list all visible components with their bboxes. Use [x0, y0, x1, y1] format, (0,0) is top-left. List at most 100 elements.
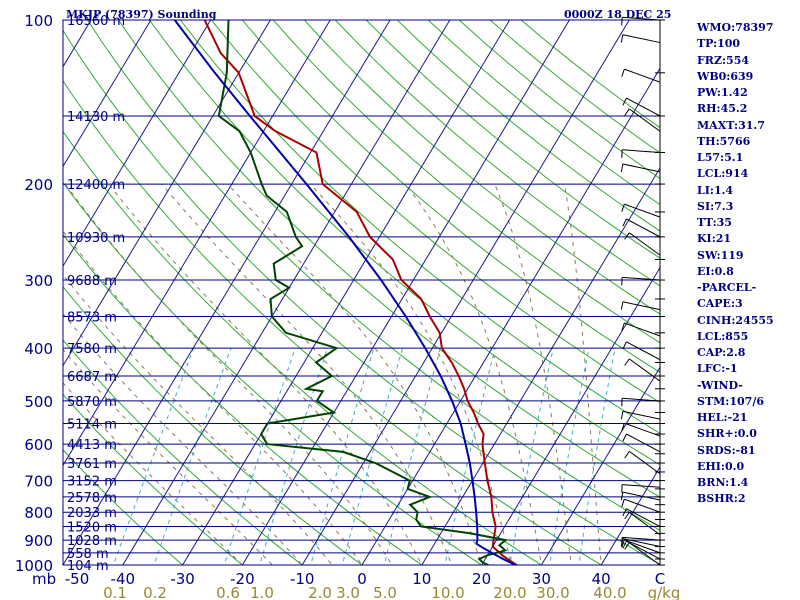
moist-adiabat: [63, 382, 244, 565]
temperature-tick-label: 40: [592, 570, 611, 588]
wind-barb-flag: [621, 322, 625, 331]
temperature-tick-label: -30: [170, 570, 195, 588]
wind-barb-flag: [621, 422, 625, 431]
stability-index-14: SW:119: [697, 248, 744, 262]
dry-adiabat: [63, 393, 244, 565]
stability-index-2: FRZ:554: [697, 53, 750, 67]
stability-index-5: RH:45.2: [697, 102, 748, 116]
dry-adiabat: [303, 20, 660, 315]
dry-adiabat: [180, 20, 660, 434]
isotherm: [0, 8, 39, 577]
isotherm: [122, 20, 451, 565]
wind-barb: [622, 397, 661, 402]
plot-area: [0, 8, 660, 577]
mixing-ratio-label: 0.1: [103, 584, 127, 600]
height-label: 104 m: [67, 559, 109, 574]
moist-adiabat: [227, 183, 483, 565]
mixing-ratio-label: 40.0: [593, 584, 626, 600]
wind-barb-flag: [622, 540, 627, 549]
wind-barb-flag: [620, 411, 624, 420]
stability-index-20: CAP:2.8: [697, 346, 746, 359]
stability-index-23: STM:107/6: [697, 394, 764, 408]
wind-barb-flag: [622, 97, 627, 106]
wind-barb-flag: [620, 538, 624, 547]
temperature-profile: [203, 20, 519, 565]
mixing-ratio-label: 10.0: [431, 584, 464, 600]
wind-barb: [622, 149, 661, 153]
pressure-tick-label: 400: [24, 340, 53, 358]
stability-index-15: EI:0.8: [697, 264, 734, 278]
wind-barb: [624, 498, 661, 513]
stability-index-25: SHR+:0.0: [697, 427, 757, 441]
wind-barb: [624, 422, 661, 437]
mixing-ratio-label: 0.6: [216, 584, 240, 600]
wind-barb: [622, 163, 661, 173]
mixing-ratio-line: [383, 347, 441, 565]
stability-index-24: HEL:-21: [697, 411, 748, 424]
pressure-tick-label: 300: [24, 272, 53, 290]
stability-index-11: SI:7.3: [697, 199, 734, 213]
wind-barb: [622, 276, 661, 281]
wind-barb-flag: [622, 508, 627, 517]
wind-barb-flag: [622, 341, 627, 350]
x-unit-label: C: [655, 570, 665, 588]
stability-index-8: L57:5.1: [697, 151, 744, 164]
height-label: 5870 m: [67, 395, 117, 410]
mixing-ratio-line: [153, 347, 232, 565]
isotherm: [301, 20, 630, 565]
mixing-ratio-line: [509, 347, 554, 565]
wind-barb: [622, 16, 661, 21]
wind-barb: [626, 218, 661, 238]
wind-barb: [622, 484, 661, 488]
dry-adiabat: [365, 20, 660, 259]
stability-index-13: KI:21: [697, 232, 732, 246]
stability-index-21: LFC:-1: [697, 362, 738, 376]
isotherm: [600, 466, 660, 565]
stability-index-3: WB0:639: [697, 69, 754, 83]
stability-index-0: WMO:78397: [697, 21, 774, 34]
wind-barb-flag: [621, 499, 625, 507]
stability-index-19: LCL:855: [697, 329, 749, 343]
wind-barb: [626, 433, 661, 453]
wind-barb-flag: [624, 451, 630, 459]
wind-barb: [629, 511, 661, 536]
dry-adiabat: [63, 130, 543, 565]
mixing-ratio-line: [444, 347, 496, 565]
mixing-ratio-label: 20.0: [493, 584, 526, 600]
dry-adiabat: [63, 449, 184, 565]
wind-barb-flag: [624, 542, 630, 550]
dry-adiabat: [63, 285, 363, 565]
pressure-tick-label: 100: [24, 12, 53, 30]
moist-adiabat: [494, 183, 572, 565]
wind-barb-flag: [624, 232, 630, 240]
mixing-ratio-unit: g/kg: [648, 584, 681, 600]
mixing-ratio-line: [310, 347, 375, 565]
dry-adiabat: [87, 20, 660, 531]
stability-index-26: SRDS:-81: [697, 443, 756, 457]
mixing-ratio-line: [112, 347, 195, 565]
stability-index-4: PW:1.42: [697, 86, 748, 99]
wind-barb-flag: [620, 301, 624, 310]
isotherm: [63, 20, 331, 467]
wind-barb: [629, 450, 661, 475]
height-label: 2033 m: [67, 506, 117, 521]
moist-adiabat: [310, 183, 513, 565]
wind-barb: [626, 97, 661, 117]
sounding-time: 0000Z 18 DEC 25: [564, 8, 672, 21]
pressure-tick-label: 800: [24, 504, 53, 522]
height-label: 1028 m: [67, 534, 117, 549]
pressure-tick-label: 600: [24, 436, 53, 454]
wind-barb: [624, 539, 661, 554]
wind-barb: [624, 203, 661, 218]
isotherm: [481, 266, 660, 565]
pressure-tick-label: 700: [24, 473, 53, 491]
dry-adiabat: [63, 181, 483, 565]
dry-adiabat: [63, 79, 603, 565]
height-label: 3761 m: [67, 457, 117, 472]
dry-adiabat: [334, 20, 660, 287]
sounding-title: MKJP (78397) Sounding: [66, 8, 217, 21]
moist-adiabat: [161, 183, 453, 565]
wind-barb-flag: [620, 34, 624, 43]
wind-barb: [622, 536, 661, 541]
